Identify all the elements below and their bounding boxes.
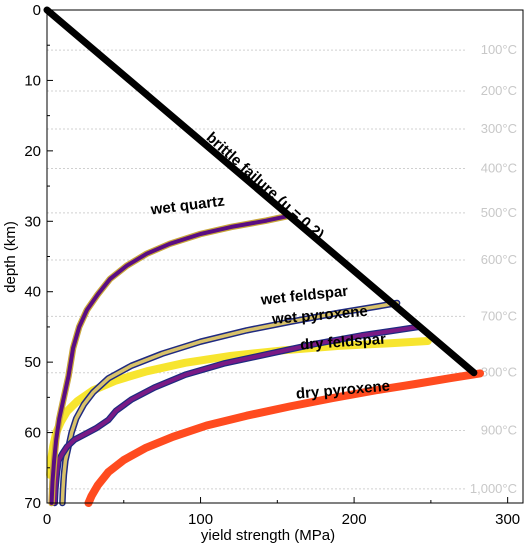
y-tick-label: 10	[24, 72, 41, 89]
series-curves	[43, 6, 484, 507]
temperature-label: 1,000°C	[470, 481, 517, 496]
temperature-label: 500°C	[481, 205, 517, 220]
temperature-label: 300°C	[481, 121, 517, 136]
temperature-label: 100°C	[481, 42, 517, 57]
y-tick-label: 60	[24, 425, 41, 442]
x-tick-label: 100	[188, 511, 213, 528]
wet-pyroxene-curve-core	[52, 324, 421, 505]
y-tick-label: 40	[24, 284, 41, 301]
x-tick-label: 0	[43, 511, 51, 528]
plot-area	[47, 10, 523, 503]
x-axis-title: yield strength (MPa)	[201, 527, 335, 544]
temperature-label: 700°C	[481, 308, 517, 323]
brittle-failure-curve	[43, 6, 478, 377]
grid	[47, 49, 465, 490]
wet-quartz-curve-core	[49, 213, 292, 505]
y-axis-title: depth (km)	[2, 221, 19, 293]
y-tick-label: 30	[24, 213, 41, 230]
temperature-label: 200°C	[481, 83, 517, 98]
temperature-axis: 100°C 200°C 300°C 400°C 500°C 600°C 700°C 800°C…	[470, 42, 517, 496]
x-tick-label: 300	[495, 511, 520, 528]
temperature-label: 900°C	[481, 422, 517, 437]
temperature-label: 800°C	[481, 365, 517, 380]
y-tick-label: 70	[24, 495, 41, 512]
temperature-label: 600°C	[481, 252, 517, 267]
x-tick-label: 200	[342, 511, 367, 528]
y-tick-label: 0	[33, 2, 41, 19]
dry-pyroxene-curve	[84, 369, 484, 507]
wet-feldspar-curve-core	[60, 301, 399, 505]
y-tick-label: 50	[24, 354, 41, 371]
temperature-label: 400°C	[481, 160, 517, 175]
dry-feldspar-label: dry feldspar	[300, 331, 387, 354]
y-tick-label: 20	[24, 143, 41, 160]
